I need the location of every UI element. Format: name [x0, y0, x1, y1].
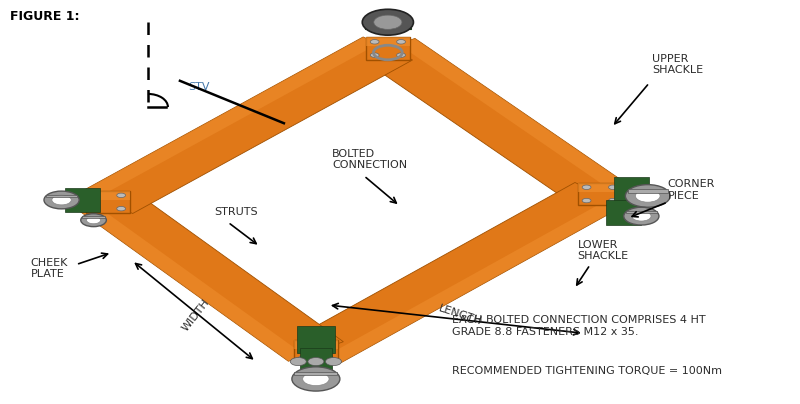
- Text: RECOMMENDED TIGHTENING TORQUE = 100Nm: RECOMMENDED TIGHTENING TORQUE = 100Nm: [452, 366, 722, 376]
- Circle shape: [635, 190, 660, 202]
- Polygon shape: [83, 37, 413, 213]
- Circle shape: [374, 15, 402, 29]
- Polygon shape: [65, 187, 100, 213]
- Circle shape: [325, 356, 334, 360]
- Circle shape: [632, 211, 651, 221]
- Circle shape: [624, 207, 659, 225]
- Circle shape: [397, 40, 406, 44]
- Text: EACH BOLTED CONNECTION COMPRISES 4 HT
GRADE 8.8 FASTENERS M12 x 35.: EACH BOLTED CONNECTION COMPRISES 4 HT GR…: [452, 315, 706, 337]
- Circle shape: [362, 9, 414, 35]
- Polygon shape: [86, 191, 130, 213]
- Circle shape: [290, 358, 306, 366]
- Polygon shape: [83, 37, 378, 198]
- Polygon shape: [614, 177, 650, 202]
- Circle shape: [609, 185, 618, 189]
- Circle shape: [326, 358, 342, 366]
- Circle shape: [302, 372, 329, 385]
- Text: LOWER
SHACKLE: LOWER SHACKLE: [578, 240, 629, 261]
- Polygon shape: [46, 195, 78, 197]
- Polygon shape: [398, 38, 627, 190]
- Polygon shape: [294, 340, 338, 349]
- Circle shape: [370, 40, 379, 44]
- Polygon shape: [297, 326, 335, 353]
- Circle shape: [44, 191, 79, 209]
- Circle shape: [370, 53, 379, 57]
- Circle shape: [582, 185, 591, 189]
- Polygon shape: [578, 183, 622, 205]
- Circle shape: [582, 198, 591, 203]
- Circle shape: [397, 53, 406, 57]
- Polygon shape: [578, 183, 622, 192]
- Text: FIGURE 1:: FIGURE 1:: [10, 10, 79, 23]
- Circle shape: [298, 343, 307, 347]
- Circle shape: [52, 195, 71, 205]
- Polygon shape: [82, 216, 105, 218]
- Polygon shape: [326, 198, 625, 363]
- Polygon shape: [81, 206, 305, 361]
- Circle shape: [325, 343, 334, 347]
- Text: WIDTH: WIDTH: [180, 297, 211, 333]
- Text: CHEEK
PLATE: CHEEK PLATE: [30, 258, 68, 280]
- Polygon shape: [294, 372, 338, 375]
- Text: LENGTH: LENGTH: [437, 303, 482, 327]
- Circle shape: [86, 217, 101, 224]
- Polygon shape: [366, 38, 410, 46]
- Circle shape: [90, 193, 99, 198]
- Circle shape: [298, 356, 307, 360]
- Polygon shape: [361, 38, 627, 204]
- Text: BOLTED
CONNECTION: BOLTED CONNECTION: [332, 149, 407, 170]
- Circle shape: [117, 193, 126, 198]
- Text: CORNER
PIECE: CORNER PIECE: [668, 179, 715, 201]
- Polygon shape: [291, 183, 625, 363]
- Polygon shape: [86, 191, 130, 200]
- Text: UPPER
SHACKLE: UPPER SHACKLE: [652, 54, 703, 76]
- Circle shape: [81, 214, 106, 227]
- Circle shape: [90, 206, 99, 211]
- Text: STV: STV: [188, 82, 210, 92]
- Circle shape: [292, 367, 340, 391]
- Text: STRUTS: STRUTS: [214, 207, 258, 217]
- Circle shape: [626, 185, 670, 207]
- Polygon shape: [366, 38, 410, 59]
- Polygon shape: [294, 340, 338, 363]
- Polygon shape: [628, 189, 668, 193]
- Circle shape: [308, 358, 324, 366]
- Polygon shape: [606, 200, 642, 225]
- Polygon shape: [300, 348, 332, 371]
- Circle shape: [117, 206, 126, 211]
- Polygon shape: [365, 17, 411, 29]
- Polygon shape: [81, 192, 343, 361]
- Polygon shape: [626, 211, 657, 213]
- Circle shape: [609, 198, 618, 203]
